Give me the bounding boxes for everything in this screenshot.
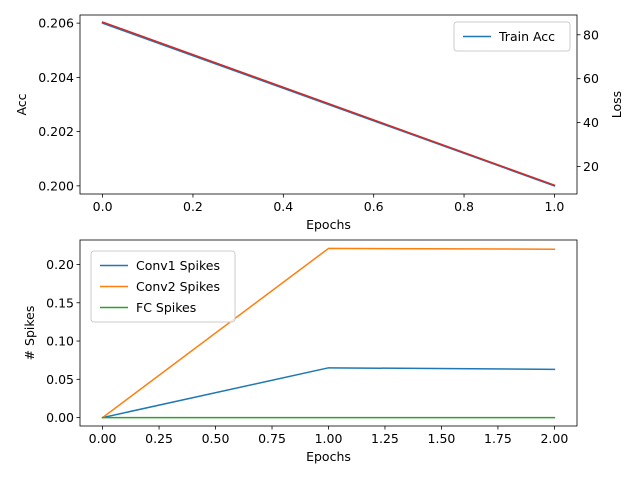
legend: Conv1 Spikes Conv2 Spikes FC Spikes [90, 250, 236, 323]
x-tick-label: 0.0 [93, 199, 113, 214]
x-tick-label: 0.8 [454, 199, 474, 214]
y-axis-label: # Spikes [22, 306, 37, 361]
legend-label: Conv1 Spikes [136, 258, 220, 273]
y-tick-label: 0.10 [46, 334, 74, 349]
x-tick-label: 0.25 [145, 431, 173, 446]
x-tick-label: 0.75 [258, 431, 286, 446]
legend-label: Conv2 Spikes [136, 279, 220, 294]
series-line-conv2-spikes [101, 247, 556, 419]
legend: Train Acc [453, 21, 571, 52]
legend-label: Train Acc [498, 29, 555, 44]
y2-tick-label: 80 [583, 27, 599, 42]
legend-box [453, 21, 571, 52]
x-tick-label: 1.00 [315, 431, 343, 446]
x-tick-label: 0.00 [89, 431, 117, 446]
subplot-1: 0.0 0.2 0.4 0.6 0.8 1.0 0.200 0.202 0.204 0.206 20… [14, 14, 624, 232]
x-tick-label: 0.6 [364, 199, 384, 214]
y2-axis-label: Loss [609, 91, 624, 118]
x-tick-label: 0.50 [202, 431, 230, 446]
x-tick-label: 0.4 [273, 199, 293, 214]
x-tick-label: 0.2 [183, 199, 203, 214]
y-axis-label: Acc [14, 93, 29, 115]
y-tick-label: 0.206 [38, 16, 74, 31]
x-tick-label: 2.00 [540, 431, 568, 446]
y2-tick-label: 60 [583, 71, 599, 86]
plot-frame [79, 14, 578, 195]
x-axis-label: Epochs [306, 449, 351, 464]
y-tick-label: 0.15 [46, 295, 74, 310]
y2-tick-label: 20 [583, 159, 599, 174]
y-tick-label: 0.05 [46, 372, 74, 387]
subplot-2: 0.00 0.25 0.50 0.75 1.00 1.25 1.50 1.75 2.00 0.00… [22, 239, 578, 464]
x-tick-label: 1.50 [428, 431, 456, 446]
y-tick-label: 0.00 [46, 410, 74, 425]
y2-tick-label: 40 [583, 115, 599, 130]
y-tick-label: 0.202 [38, 124, 74, 139]
y-tick-label: 0.20 [46, 257, 74, 272]
series-line-unlabeled-1 [101, 21, 556, 187]
x-tick-label: 1.0 [544, 199, 564, 214]
x-tick-label: 1.25 [371, 431, 399, 446]
series-line-conv1-spikes [101, 367, 556, 419]
x-tick-label: 1.75 [484, 431, 512, 446]
legend-box [90, 250, 236, 323]
y-tick-label: 0.204 [38, 70, 74, 85]
legend-label: FC Spikes [136, 300, 196, 315]
y-tick-label: 0.200 [38, 178, 74, 193]
x-axis-label: Epochs [306, 217, 351, 232]
